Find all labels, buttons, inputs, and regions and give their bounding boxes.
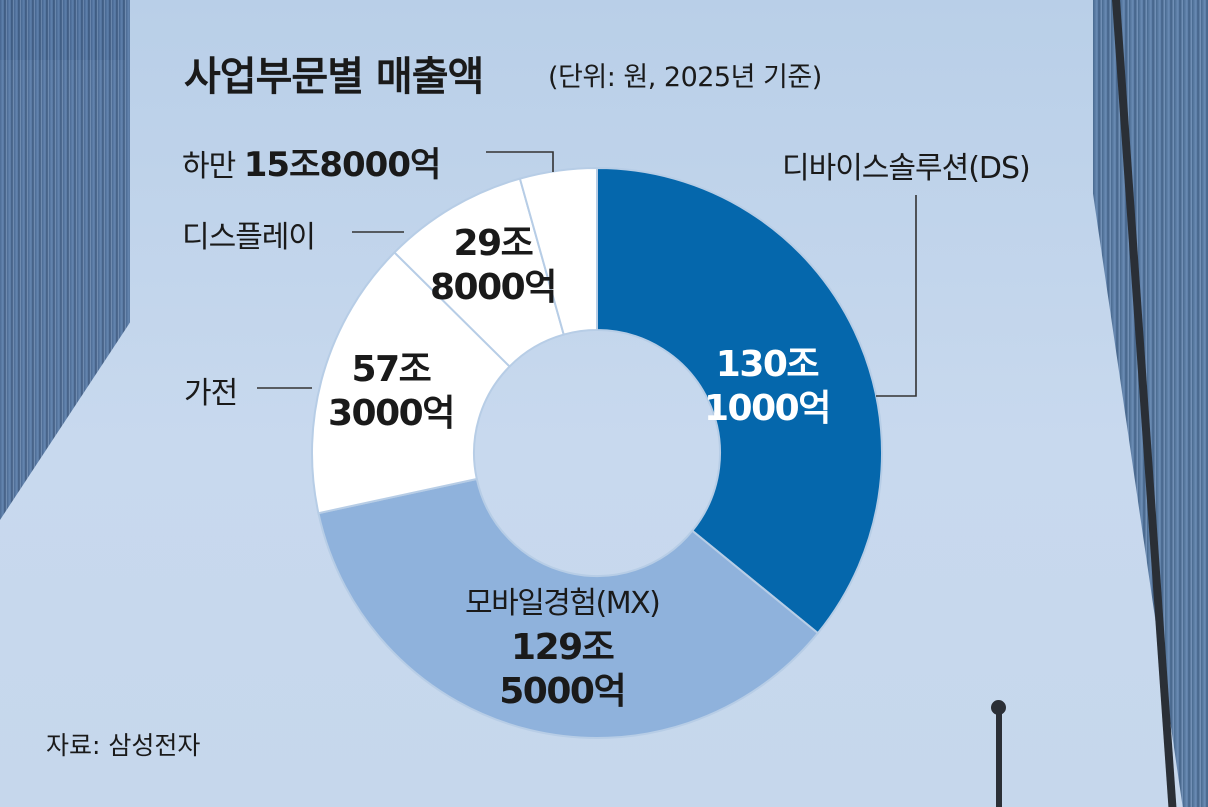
- donut-slice-4: [518, 166, 598, 336]
- value-label-display-line1: 29조: [453, 223, 534, 264]
- value-label-appliance-line2: 3000억: [328, 393, 455, 434]
- value-label-mx-line2: 5000억: [499, 671, 626, 712]
- value-label-display-line2: 8000억: [430, 267, 557, 308]
- chart-subtitle: (단위: 원, 2025년 기준): [548, 62, 822, 93]
- chart-title: 사업부문별 매출액: [184, 54, 484, 100]
- value-label-display: 29조 8000억: [430, 222, 557, 310]
- value-label-ds-line1: 130조: [715, 344, 820, 385]
- lamp-pole: [996, 712, 1002, 807]
- source-note: 자료: 삼성전자: [46, 731, 201, 760]
- harman-name: 하만: [182, 149, 236, 184]
- value-label-appliance: 57조 3000억: [328, 348, 455, 436]
- leader-line-harman: [486, 151, 554, 172]
- category-label-ds: 디바이스솔루션(DS): [782, 151, 1031, 186]
- category-label-mx: 모바일경험(MX): [465, 586, 661, 621]
- value-label-appliance-line1: 57조: [351, 349, 432, 390]
- lamp-head: [991, 700, 1006, 715]
- donut-slice-0: [596, 166, 883, 635]
- value-label-ds: 130조 1000억: [704, 343, 831, 431]
- value-label-ds-line2: 1000억: [704, 388, 831, 429]
- donut-slice-1: [317, 477, 820, 739]
- category-label-appliance: 가전: [184, 376, 238, 411]
- harman-value: 15조8000억: [243, 145, 442, 185]
- category-label-display: 디스플레이: [182, 220, 316, 255]
- value-label-mx-line1: 129조: [511, 627, 615, 668]
- leader-line-ds: [876, 195, 917, 397]
- value-label-mx: 모바일경험(MX) 129조 5000억: [465, 582, 661, 714]
- category-label-harman: 하만 15조8000억: [182, 137, 442, 186]
